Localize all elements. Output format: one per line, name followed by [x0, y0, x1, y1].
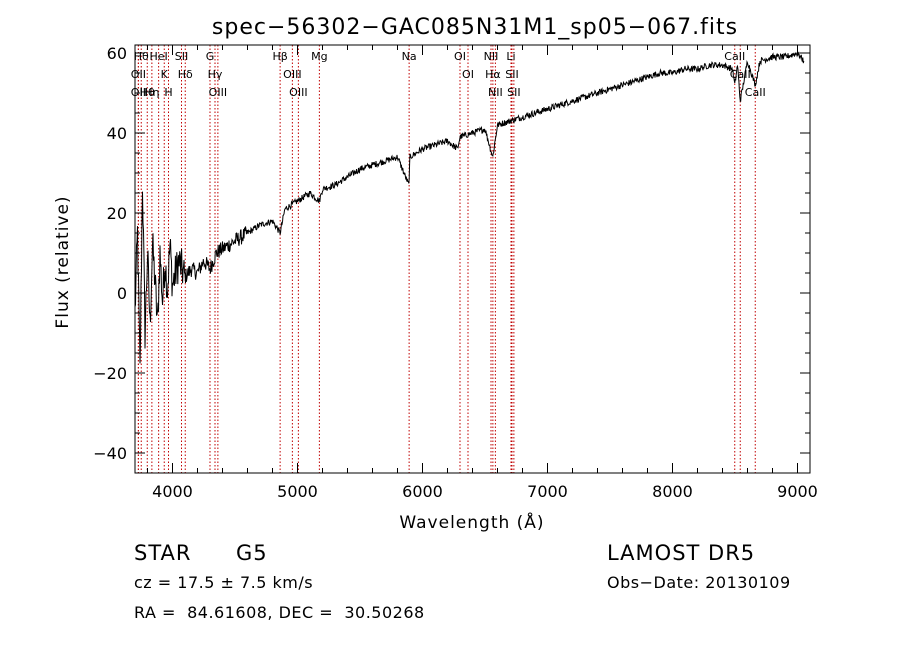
- survey-name: LAMOST DR5: [607, 541, 756, 565]
- emission-line-label: Hδ: [178, 68, 193, 81]
- y-tick-label: −40: [93, 444, 127, 463]
- emission-line-label: Hβ: [272, 50, 287, 63]
- emission-line-label: Hα: [485, 68, 501, 81]
- emission-line-label: OI: [454, 50, 466, 63]
- x-axis: 4000 5000 6000 7000 8000 9000: [147, 45, 818, 501]
- emission-line-label: OIII: [209, 86, 227, 99]
- emission-line-markers: [137, 45, 756, 473]
- emission-line-label: Hγ: [208, 68, 223, 81]
- emission-line-label: Hθ: [140, 86, 155, 99]
- coordinates: RA = 84.61608, DEC = 30.50268: [134, 603, 425, 622]
- emission-line-label: OII: [131, 68, 146, 81]
- emission-line-label: CaII: [745, 86, 766, 99]
- emission-line-label: NII: [484, 50, 499, 63]
- emission-line-label: HeI: [149, 50, 167, 63]
- emission-line-label: OIII: [289, 86, 307, 99]
- emission-line-label: Hθ: [134, 50, 149, 63]
- x-tick-label: 8000: [652, 482, 693, 501]
- redshift-cz: cz = 17.5 ± 7.5 km/s: [134, 573, 314, 592]
- y-tick-label: 40: [107, 124, 127, 143]
- emission-line-label: K: [161, 68, 169, 81]
- y-tick-label: 0: [117, 284, 127, 303]
- spectrum-series-line: [134, 51, 805, 364]
- x-tick-label: 4000: [152, 482, 193, 501]
- plot-frame: [134, 44, 811, 474]
- observation-date: Obs−Date: 20130109: [607, 573, 791, 592]
- emission-line-label: Hη: [144, 86, 159, 99]
- object-subclass: G5: [236, 541, 268, 565]
- y-tick-label: 20: [107, 204, 127, 223]
- x-tick-label: 5000: [277, 482, 318, 501]
- y-tick-label: −20: [93, 364, 127, 383]
- emission-line-label: NII: [488, 86, 503, 99]
- x-tick-label: 9000: [777, 482, 818, 501]
- emission-line-label: G: [206, 50, 215, 63]
- emission-line-label: SII: [505, 68, 518, 81]
- emission-line-label: Mg: [311, 50, 327, 63]
- emission-line-label: OIII: [283, 68, 301, 81]
- emission-line-label: OI: [462, 68, 474, 81]
- emission-line-label: SII: [175, 50, 188, 63]
- x-tick-label: 7000: [527, 482, 568, 501]
- x-axis-label: Wavelength (Å): [399, 511, 544, 533]
- chart-title: spec−56302−GAC085N31M1_sp05−067.fits: [212, 15, 738, 40]
- emission-line-label: Na: [402, 50, 417, 63]
- emission-line-label: SII: [507, 86, 520, 99]
- emission-line-label: CaII: [724, 50, 745, 63]
- emission-line-label: Li: [506, 50, 515, 63]
- emission-line-label: H: [164, 86, 172, 99]
- y-axis: −40 −20 0 20 40 60: [93, 44, 810, 463]
- emission-line-labels: HθOIIOIIHθHηHeIKHSIIHδGHγOIIIHβOIIIOIIIM…: [131, 50, 766, 99]
- object-class: STAR: [134, 541, 192, 565]
- y-tick-label: 60: [107, 44, 127, 63]
- y-axis-label: Flux (relative): [53, 195, 73, 328]
- x-tick-label: 6000: [402, 482, 443, 501]
